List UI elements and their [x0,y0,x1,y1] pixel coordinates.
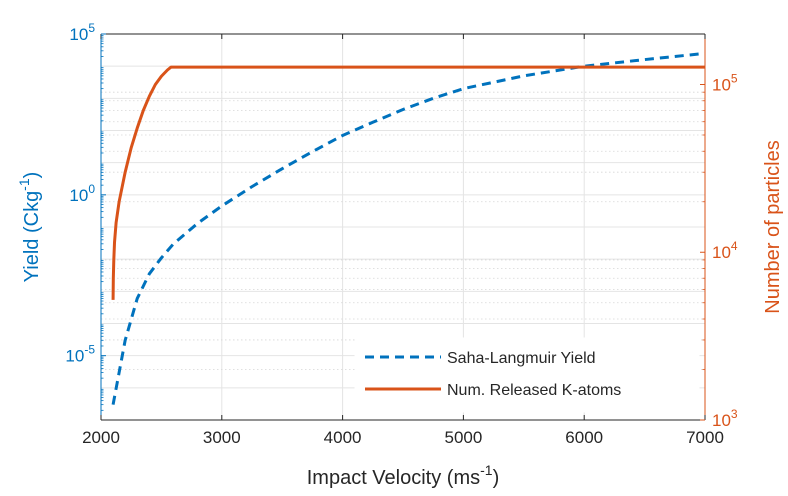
series-layer [111,51,706,405]
series-line-2 [111,65,705,300]
x-tick-label: 6000 [565,428,603,447]
legend-label-1: Saha-Langmuir Yield [447,350,596,367]
x-tick-label: 2000 [82,428,120,447]
legend: Saha-Langmuir Yield Num. Released K-atoms [354,337,700,413]
right-y-tick-label: 104 [712,239,738,262]
left-y-tick-label: 105 [69,21,95,44]
left-y-axis-title: Yield (Ckg-1) [16,172,43,283]
right-y-tick-label: 105 [712,71,738,94]
labels-layer: 2000 3000 4000 5000 6000 7000 105 100 10-5 103 104… [16,21,784,489]
series-line-1 [111,51,706,405]
x-tick-label: 4000 [324,428,362,447]
legend-label-2: Num. Released K-atoms [447,382,621,399]
left-y-tick-label: 10-5 [65,343,95,366]
x-tick-label: 5000 [444,428,482,447]
legend-box [354,337,700,413]
x-axis-title: Impact Velocity (ms-1) [307,462,500,489]
right-y-tick-label: 103 [712,407,738,430]
left-y-tick-label: 100 [69,182,95,205]
x-tick-label: 7000 [686,428,724,447]
right-y-axis-title: Number of particles [762,140,784,313]
axes-layer [100,33,706,421]
x-tick-label: 3000 [203,428,241,447]
